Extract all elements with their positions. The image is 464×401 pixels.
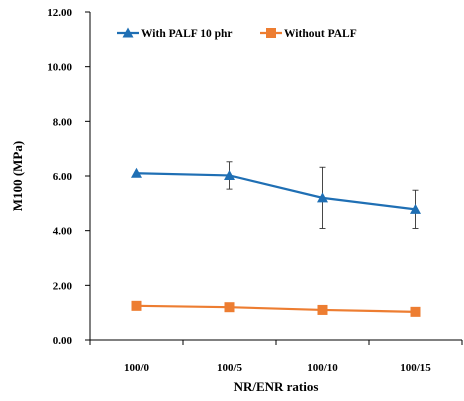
data-point <box>317 192 328 203</box>
x-tick-label: 100/5 <box>217 362 243 374</box>
y-tick-label: 0.00 <box>53 335 73 347</box>
data-point <box>317 304 328 315</box>
y-axis-ticks: 0.00 2.00 4.00 6.00 8.00 10.00 12.00 <box>47 7 90 347</box>
y-tick-label: 6.00 <box>53 171 73 183</box>
x-axis-title: NR/ENR ratios <box>234 379 319 394</box>
y-tick-label: 4.00 <box>53 226 73 238</box>
plot-area <box>89 12 462 341</box>
data-point <box>410 306 421 317</box>
data-point <box>224 169 235 180</box>
x-tick-label: 100/0 <box>124 362 150 374</box>
series-1 <box>131 161 421 229</box>
x-axis-ticks: 100/0 100/5 100/10 100/15 <box>89 340 463 374</box>
series-line <box>136 172 416 211</box>
y-tick-label: 10.00 <box>47 62 72 74</box>
data-point <box>131 167 142 178</box>
y-tick-label: 2.00 <box>53 280 73 292</box>
legend-label: Without PALF <box>284 28 357 40</box>
legend-marker <box>266 28 276 38</box>
x-tick-label: 100/10 <box>307 362 338 374</box>
y-tick-label: 8.00 <box>53 116 73 128</box>
series-layer <box>131 161 421 317</box>
legend-marker <box>122 27 134 38</box>
legend-item-2: Without PALF <box>260 28 357 40</box>
legend: With PALF 10 phr Without PALF <box>117 27 357 40</box>
y-tick-label: 12.00 <box>47 7 72 19</box>
legend-label: With PALF 10 phr <box>141 28 232 40</box>
data-point <box>131 300 142 311</box>
data-point <box>224 302 235 313</box>
series-2 <box>131 300 421 317</box>
data-point <box>410 203 421 214</box>
series-line <box>136 304 416 313</box>
legend-item-1: With PALF 10 phr <box>117 27 232 40</box>
y-axis-title: M100 (MPa) <box>10 141 25 211</box>
x-tick-label: 100/15 <box>400 362 431 374</box>
